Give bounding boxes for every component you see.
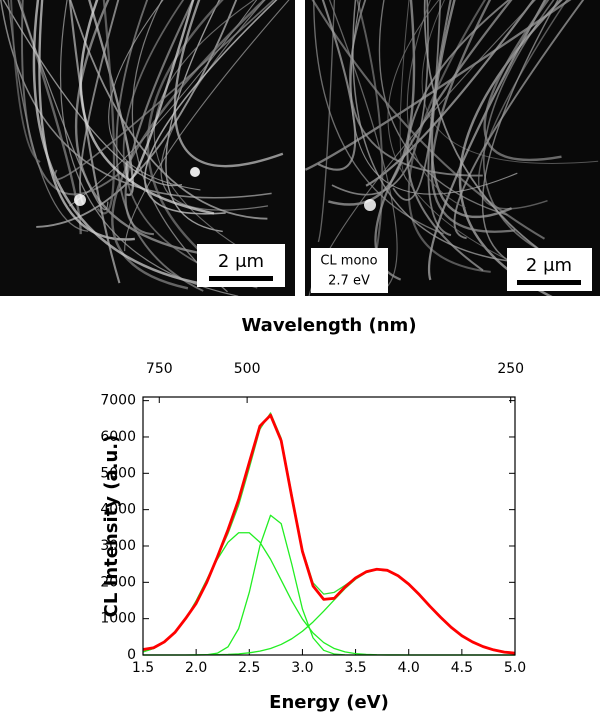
filament bbox=[317, 0, 357, 171]
filament bbox=[406, 0, 511, 272]
plot-frame bbox=[142, 396, 516, 656]
y-tick-label: 0 bbox=[127, 647, 136, 663]
filament bbox=[79, 0, 215, 215]
y-axis-title: CL Intensity (a.u.) bbox=[101, 435, 122, 618]
scale-bar-label: 2 μm bbox=[526, 255, 572, 276]
filament bbox=[399, 0, 410, 181]
filament bbox=[165, 0, 223, 233]
fit-line bbox=[142, 412, 516, 655]
x2-axis-title: Wavelength (nm) bbox=[241, 315, 416, 336]
x2-tick-label: 500 bbox=[234, 361, 261, 377]
x2-tick-label: 250 bbox=[497, 361, 524, 377]
scale-bar bbox=[517, 280, 581, 285]
filament bbox=[125, 0, 195, 182]
fit-line bbox=[143, 569, 516, 656]
filament bbox=[21, 0, 121, 196]
bright-spot bbox=[190, 167, 200, 177]
filament bbox=[153, 0, 269, 265]
scale-bar-label: 2 μm bbox=[218, 251, 264, 272]
filament bbox=[430, 0, 516, 233]
filament bbox=[124, 0, 195, 236]
image-label: CL mono bbox=[320, 254, 377, 269]
scale-bar bbox=[209, 276, 273, 281]
filament bbox=[392, 0, 442, 201]
spectrum-line bbox=[142, 413, 516, 655]
x-tick-label: 5.0 bbox=[504, 660, 526, 676]
y-tick-label: 5000 bbox=[100, 465, 136, 481]
filament bbox=[427, 0, 452, 237]
filament bbox=[483, 0, 562, 162]
filament bbox=[96, 0, 116, 215]
y-tick-label: 3000 bbox=[100, 538, 136, 554]
y-tick-label: 7000 bbox=[100, 393, 136, 409]
filament bbox=[111, 0, 266, 290]
filament bbox=[453, 0, 585, 240]
filament bbox=[427, 0, 547, 281]
filament bbox=[352, 0, 528, 264]
filaments bbox=[0, 0, 290, 296]
y-tick-label: 1000 bbox=[100, 611, 136, 627]
label-box bbox=[311, 248, 388, 293]
filament bbox=[146, 0, 224, 258]
filament bbox=[378, 0, 508, 216]
bright-spot bbox=[364, 199, 376, 211]
filament bbox=[68, 0, 121, 284]
x-tick-label: 1.5 bbox=[132, 660, 154, 676]
filament bbox=[406, 0, 466, 209]
filament bbox=[144, 0, 278, 215]
x2-tick-label: 750 bbox=[146, 361, 173, 377]
filament bbox=[10, 0, 41, 163]
image-label: 2.7 eV bbox=[328, 274, 370, 289]
filament bbox=[423, 0, 540, 250]
filament bbox=[2, 0, 183, 187]
x-tick-label: 2.0 bbox=[185, 660, 207, 676]
x-axis-title: Energy (eV) bbox=[269, 692, 389, 713]
filament bbox=[477, 0, 568, 210]
filament bbox=[387, 0, 540, 275]
filament bbox=[53, 0, 275, 181]
filament bbox=[124, 0, 290, 252]
filament bbox=[60, 0, 239, 296]
y-tick-label: 6000 bbox=[100, 429, 136, 445]
filament bbox=[407, 0, 491, 273]
y-tick-label: 2000 bbox=[100, 574, 136, 590]
x-tick-label: 4.0 bbox=[398, 660, 420, 676]
filament bbox=[173, 0, 284, 168]
plot: 0 1000 2000 3000 4000 5000 6000 7000 1.5 2.0 2.5 3.… bbox=[100, 361, 526, 676]
filament bbox=[108, 0, 201, 191]
filament bbox=[131, 0, 228, 293]
filament bbox=[0, 0, 272, 199]
x-tick-label: 3.0 bbox=[291, 660, 313, 676]
filament bbox=[69, 0, 268, 220]
filament bbox=[328, 0, 398, 292]
filament bbox=[32, 0, 204, 286]
x-tick-label: 4.5 bbox=[451, 660, 473, 676]
y-tick-label: 4000 bbox=[100, 502, 136, 518]
x-tick-label: 2.5 bbox=[238, 660, 260, 676]
x-tick-label: 3.5 bbox=[344, 660, 366, 676]
bright-spot bbox=[74, 194, 86, 206]
